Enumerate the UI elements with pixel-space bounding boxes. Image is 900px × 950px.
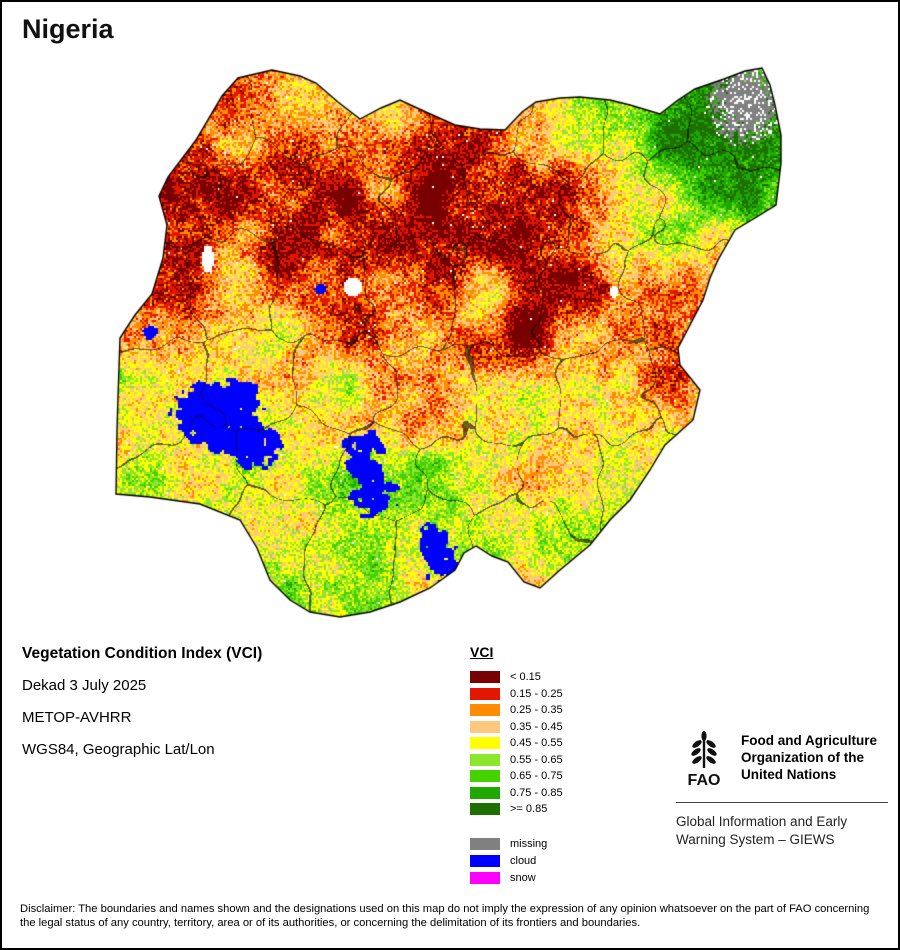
legend-row: 0.65 - 0.75 (470, 768, 563, 785)
fao-branding: FAO Food and Agriculture Organization of … (676, 728, 888, 849)
legend-row: missing (470, 836, 563, 853)
legend-swatch (470, 753, 500, 766)
legend-label: < 0.15 (510, 671, 541, 684)
legend-row: 0.75 - 0.85 (470, 785, 563, 802)
giews-name-line: Global Information and Early (676, 814, 848, 829)
legend-label: 0.25 - 0.35 (510, 704, 563, 717)
legend-classes: < 0.15 0.15 - 0.25 0.25 - 0.35 0.35 - 0.45 0… (470, 669, 563, 818)
legend-label: snow (510, 872, 536, 884)
fao-logo-label: FAO (688, 772, 721, 789)
fao-name-line: United Nations (741, 767, 837, 782)
brand-divider (676, 802, 888, 803)
fao-name-line: Food and Agriculture (741, 733, 877, 748)
fao-logo: FAO (688, 731, 721, 789)
legend-row: 0.15 - 0.25 (470, 686, 563, 703)
map-info-line: Vegetation Condition Index (VCI) (22, 645, 263, 662)
wheat-icon (691, 731, 717, 768)
legend-row: 0.45 - 0.55 (470, 735, 563, 752)
disclaimer-text: Disclaimer: The boundaries and names sho… (20, 903, 870, 929)
legend-label: cloud (510, 855, 537, 867)
legend-swatch (470, 687, 500, 700)
legend-swatch (470, 786, 500, 799)
map-info-line: Dekad 3 July 2025 (22, 677, 147, 694)
legend-row: snow (470, 870, 563, 887)
fao-name: Food and Agriculture Organization of the U… (741, 728, 877, 783)
legend-row: 0.25 - 0.35 (470, 702, 563, 719)
giews-name-line: Warning System – GIEWS (676, 832, 835, 847)
legend-label: 0.55 - 0.65 (510, 753, 563, 766)
legend-swatch (470, 737, 500, 750)
legend-swatch (470, 704, 500, 717)
legend-label: 0.15 - 0.25 (510, 687, 563, 700)
legend-label: 0.75 - 0.85 (510, 786, 563, 799)
legend-swatch (470, 803, 500, 816)
legend-row: 0.55 - 0.65 (470, 752, 563, 769)
legend-swatch (470, 671, 500, 684)
legend-label: 0.45 - 0.55 (510, 737, 563, 750)
fao-name-line: Organization of the (741, 750, 864, 765)
legend-swatch (470, 855, 500, 867)
giews-name: Global Information and Early Warning Syst… (676, 813, 888, 849)
nigeria-vci-map (0, 0, 900, 640)
legend-label: missing (510, 838, 548, 850)
legend-label: 0.35 - 0.45 (510, 720, 563, 733)
legend: VCI < 0.15 0.15 - 0.25 0.25 - 0.35 0.35 - 0… (470, 644, 563, 887)
legend-swatch (470, 720, 500, 733)
page-title: Nigeria (22, 14, 114, 44)
map-info-line: WGS84, Geographic Lat/Lon (22, 741, 215, 758)
legend-title: VCI (470, 644, 494, 660)
legend-label: 0.65 - 0.75 (510, 770, 563, 783)
legend-row: < 0.15 (470, 669, 563, 686)
legend-row: 0.35 - 0.45 (470, 719, 563, 736)
legend-row: >= 0.85 (470, 801, 563, 818)
legend-swatch (470, 838, 500, 850)
map-info-line: METOP-AVHRR (22, 709, 132, 726)
legend-swatch (470, 770, 500, 783)
legend-label: >= 0.85 (510, 803, 548, 816)
map-info-block: Vegetation Condition Index (VCI) Dekad 3 … (22, 646, 262, 774)
fao-logo-row: FAO Food and Agriculture Organization of … (676, 728, 888, 790)
legend-swatch (470, 872, 500, 884)
legend-row: cloud (470, 853, 563, 870)
legend-extras: missing cloud snow (470, 836, 563, 887)
